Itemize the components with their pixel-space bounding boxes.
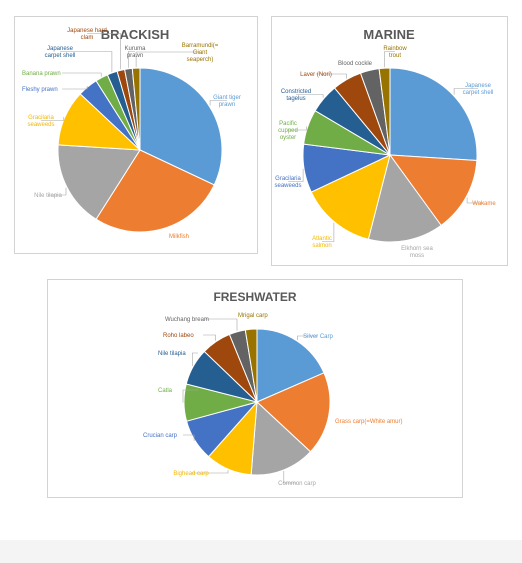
freshwater-leader-line bbox=[205, 318, 238, 331]
brackish-data-label: Gracilaria seaweeds bbox=[27, 115, 54, 128]
brackish-chart-title: BRACKISH bbox=[101, 27, 170, 42]
freshwater-data-label: Grass carp(=White amur) bbox=[335, 419, 403, 425]
freshwater-leader-line bbox=[191, 470, 229, 474]
freshwater-chart-panel: FRESHWATER Silver Carp Grass carp(=White a… bbox=[47, 279, 463, 498]
brackish-slice-milkfish bbox=[95, 149, 215, 233]
marine-leader-line bbox=[288, 168, 304, 182]
freshwater-leader-line bbox=[283, 471, 297, 484]
marine-data-label: Rainbow trout bbox=[383, 46, 407, 59]
brackish-pie-chart: BRACKISH Giant tiger prawn Milkfish Nile til… bbox=[22, 27, 241, 240]
brackish-slice-nile-tilapia bbox=[57, 144, 141, 220]
brackish-data-label: Nile tilapia bbox=[34, 193, 62, 199]
marine-slice-elkhorn-sea-moss bbox=[367, 153, 442, 243]
marine-data-label: Pacific cupped oyster bbox=[278, 121, 298, 141]
marine-slice-rainbow-trout bbox=[378, 67, 391, 156]
marine-data-label: Laver (Nori) bbox=[300, 72, 332, 78]
brackish-leader-line bbox=[62, 86, 88, 90]
marine-slice-wakame bbox=[388, 154, 478, 227]
brackish-slice-barramundi-giant-seaperch bbox=[131, 67, 141, 151]
freshwater-slice-common-carp bbox=[250, 400, 312, 476]
brackish-data-label: Japanese hard clam bbox=[67, 28, 107, 41]
marine-data-label: Blood cockle bbox=[338, 61, 373, 67]
brackish-data-label: Banana prawn bbox=[22, 71, 61, 77]
marine-slice-atlantic-salmon bbox=[310, 154, 391, 240]
marine-chart-title: MARINE bbox=[363, 27, 415, 42]
freshwater-slice-silver-carp bbox=[256, 328, 325, 403]
marine-pie-chart: MARINE Japanese carpet shell Wakame Elkhorn … bbox=[274, 27, 496, 259]
brackish-leader-line bbox=[60, 51, 113, 72]
marine-data-label: Elkhorn sea moss bbox=[401, 246, 433, 259]
freshwater-pie-chart: FRESHWATER Silver Carp Grass carp(=White a… bbox=[143, 290, 403, 487]
marine-chart-panel: MARINE Japanese carpet shell Wakame Elkhorn … bbox=[271, 16, 508, 266]
marine-data-label: Gracilaria seaweeds bbox=[274, 176, 301, 189]
marine-leader-line bbox=[288, 126, 308, 131]
freshwater-slice-grass-carp-white-amur bbox=[256, 372, 331, 453]
brackish-leader-line bbox=[128, 51, 135, 68]
page-footer-band bbox=[0, 540, 522, 563]
brackish-leader-line bbox=[41, 117, 65, 121]
freshwater-data-label: Nile tilapia bbox=[158, 351, 186, 357]
brackish-leader-line bbox=[209, 100, 227, 106]
brackish-leader-line bbox=[135, 51, 200, 68]
freshwater-leader-line bbox=[192, 352, 198, 366]
freshwater-leader-line bbox=[297, 335, 318, 341]
freshwater-leader-line bbox=[183, 434, 195, 441]
brackish-slice-giant-tiger-prawn bbox=[139, 67, 223, 186]
brackish-chart-panel: BRACKISH Giant tiger prawn Milkfish Nile til… bbox=[14, 16, 258, 254]
brackish-data-label: Giant tiger prawn bbox=[213, 95, 241, 108]
freshwater-data-label: Roho labeo bbox=[163, 333, 194, 339]
brackish-leader-line bbox=[48, 187, 67, 196]
marine-data-label: Japanese carpet shell bbox=[463, 83, 494, 96]
freshwater-slice-mrigal-carp bbox=[244, 328, 258, 403]
freshwater-leader-line bbox=[182, 389, 198, 403]
freshwater-leader-line bbox=[203, 334, 216, 341]
marine-leader-line bbox=[384, 51, 395, 68]
brackish-data-label: Japanese carpet shell bbox=[45, 46, 76, 59]
brackish-leader-line bbox=[87, 33, 121, 70]
freshwater-data-label: Bighead carp bbox=[173, 471, 209, 477]
marine-data-label: Constricted tagelus bbox=[281, 89, 311, 102]
freshwater-chart-title: FRESHWATER bbox=[213, 290, 296, 304]
marine-leader-line bbox=[296, 94, 324, 98]
freshwater-data-label: Mrigal carp bbox=[238, 313, 268, 319]
marine-leader-line bbox=[316, 73, 347, 79]
marine-data-label: Atlantic salmon bbox=[312, 236, 332, 249]
freshwater-data-label: Silver Carp bbox=[303, 334, 333, 340]
marine-leader-line bbox=[453, 88, 478, 95]
freshwater-data-label: Catla bbox=[158, 388, 173, 394]
brackish-data-label: Milkfish bbox=[169, 234, 189, 240]
brackish-data-label: Kuruma prawn bbox=[124, 46, 146, 59]
freshwater-data-label: Crucian carp bbox=[143, 433, 178, 439]
marine-slice-japanese-carpet-shell bbox=[389, 67, 478, 161]
freshwater-data-label: Common carp bbox=[278, 481, 316, 487]
marine-leader-line bbox=[322, 222, 335, 242]
marine-data-label: Wakame bbox=[472, 201, 496, 207]
brackish-data-label: Barramundi(= Giant seaperch) bbox=[182, 43, 219, 63]
brackish-leader-line bbox=[62, 72, 102, 77]
brackish-data-label: Fleshy prawn bbox=[22, 87, 58, 93]
marine-leader-line bbox=[466, 197, 484, 204]
freshwater-data-label: Wuchang bream bbox=[165, 317, 209, 323]
